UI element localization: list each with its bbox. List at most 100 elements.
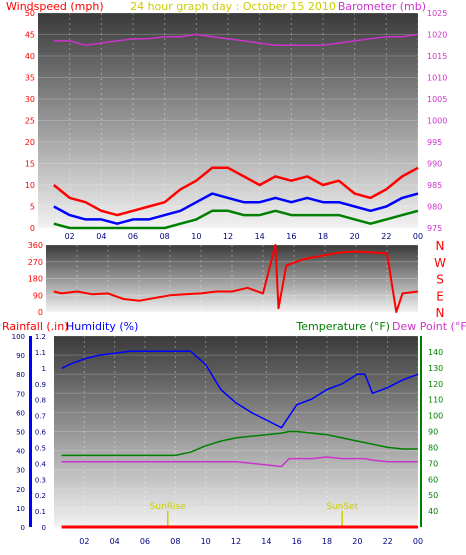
dewpoint-line — [61, 456, 418, 468]
sunset-label: SunSet — [326, 502, 358, 512]
rainfall-tick-label: 1.2 — [35, 333, 46, 341]
humidity-tick-label: 50 — [16, 429, 25, 437]
barometer-axis-label: Barometer (mb) — [338, 0, 426, 13]
humidity-tick-label: 0 — [21, 524, 25, 532]
compass-label: W — [434, 256, 446, 270]
humidity-tick-label: 70 — [16, 390, 25, 398]
hour-tick-label: 06 — [140, 537, 150, 546]
rainfall-tick-label: 0.7 — [35, 413, 46, 421]
hour-tick-label: 18 — [318, 232, 328, 241]
humidity-tick-label: 40 — [16, 448, 25, 456]
hour-tick-label: 14 — [255, 232, 265, 241]
windspeed-tick-label: 0 — [30, 224, 35, 233]
temperature-tick-label: 90 — [428, 428, 438, 437]
hour-tick-label: 08 — [160, 232, 170, 241]
humidity-tick-label: 20 — [16, 486, 25, 494]
barometer-tick-label: 1015 — [427, 52, 447, 61]
humidity-plot-area — [54, 336, 418, 527]
hour-tick-label: 04 — [96, 232, 106, 241]
rainfall-tick-label: 0.2 — [35, 492, 46, 500]
hour-tick-label: 14 — [261, 537, 271, 546]
wind-direction-line — [53, 244, 419, 313]
hour-tick-label: 12 — [223, 232, 233, 241]
hour-tick-label: 10 — [201, 537, 211, 546]
compass-label: N — [436, 306, 445, 320]
temperature-tick-label: 40 — [428, 507, 438, 516]
rainfall-tick-label: 1.1 — [35, 349, 46, 357]
compass-label: E — [436, 289, 444, 303]
barometer-tick-label: 980 — [427, 203, 442, 212]
direction-tick-label: 360 — [28, 241, 43, 250]
temperature-axis-label: Temperature (°F) — [295, 320, 390, 333]
hour-tick-label: 20 — [350, 232, 360, 241]
humidity-line — [61, 350, 419, 429]
hour-tick-label: 04 — [110, 537, 120, 546]
barometer-tick-label: 1000 — [427, 117, 447, 126]
barometer-tick-label: 1025 — [427, 9, 447, 18]
rainfall-tick-label: 1 — [42, 365, 46, 373]
temperature-tick-label: 120 — [428, 380, 443, 389]
rainfall-tick-label: 0.6 — [35, 429, 47, 437]
compass-label: N — [436, 239, 445, 253]
windspeed-line — [53, 166, 419, 217]
hour-tick-label: 10 — [191, 232, 201, 241]
rainfall-tick-label: 0.8 — [35, 397, 46, 405]
dewpoint-axis-label: Dew Point (°F) — [392, 320, 466, 333]
humidity-axis-label: Humidity (%) — [66, 320, 138, 333]
temperature-tick-label: 50 — [428, 491, 438, 500]
barometer-tick-label: 1020 — [427, 31, 447, 40]
barometer-tick-label: 990 — [427, 160, 442, 169]
rainfall-tick-label: 0.4 — [35, 460, 47, 468]
temperature-tick-label: 80 — [428, 443, 438, 452]
hour-tick-label: 12 — [231, 537, 241, 546]
temperature-tick-label: 140 — [428, 348, 443, 357]
rainfall-tick-label: 0.5 — [35, 444, 46, 452]
rainfall-tick-label: 0.3 — [35, 476, 46, 484]
rainfall-tick-label: 0.9 — [35, 381, 46, 389]
temperature-axis-bar — [420, 336, 422, 527]
windspeed-tick-label: 5 — [30, 203, 35, 212]
hour-tick-label: 22 — [383, 537, 393, 546]
direction-tick-label: 90 — [33, 291, 43, 300]
humidity-tick-label: 10 — [16, 505, 25, 513]
windspeed-tick-label: 15 — [25, 160, 35, 169]
temperature-tick-label: 110 — [428, 396, 443, 405]
windspeed-tick-label: 40 — [25, 52, 35, 61]
temperature-tick-label: 70 — [428, 459, 438, 468]
rainfall-axis-label: Rainfall (.in) — [2, 320, 69, 333]
windspeed-axis-label: Windspeed (mph) — [6, 0, 104, 13]
humidity-tick-label: 100 — [12, 333, 25, 341]
direction-plot-area — [46, 245, 418, 312]
windspeed-tick-label: 10 — [25, 181, 35, 190]
temperature-tick-label: 100 — [428, 412, 443, 421]
rainfall-tick-label: 0 — [42, 524, 46, 532]
humidity-tick-label: 60 — [16, 409, 25, 417]
barometer-tick-label: 1010 — [427, 74, 447, 83]
rainfall-tick-label: 0.1 — [35, 508, 46, 516]
graph-title: 24 hour graph day : October 15 2010 — [130, 0, 336, 13]
temperature-line — [61, 430, 418, 457]
hour-tick-label: 00 — [413, 537, 423, 546]
hour-tick-label: 16 — [292, 537, 302, 546]
hour-tick-label: 02 — [65, 232, 75, 241]
direction-tick-label: 270 — [28, 258, 43, 267]
hour-tick-label: 18 — [322, 537, 332, 546]
humidity-tick-label: 80 — [16, 371, 25, 379]
direction-tick-label: 180 — [28, 275, 43, 284]
windspeed-tick-label: 30 — [25, 95, 35, 104]
hour-tick-label: 22 — [381, 232, 391, 241]
hour-tick-label: 08 — [170, 537, 180, 546]
windspeed-tick-label: 20 — [25, 138, 35, 147]
windspeed-tick-label: 25 — [25, 117, 35, 126]
windspeed-tick-label: 50 — [25, 9, 35, 18]
wind-low-line — [53, 209, 419, 230]
barometer-tick-label: 985 — [427, 181, 442, 190]
direction-tick-label: 0 — [38, 308, 43, 317]
wind-baro-panel: Windspeed (mph) 24 hour graph day : Octo… — [6, 0, 447, 241]
rainfall-axis-bar — [29, 336, 32, 527]
humidity-tick-label: 90 — [16, 352, 25, 360]
humidity-panel: Rainfall (.in) Humidity (%) Temperature … — [2, 320, 466, 546]
barometer-tick-label: 995 — [427, 138, 442, 147]
